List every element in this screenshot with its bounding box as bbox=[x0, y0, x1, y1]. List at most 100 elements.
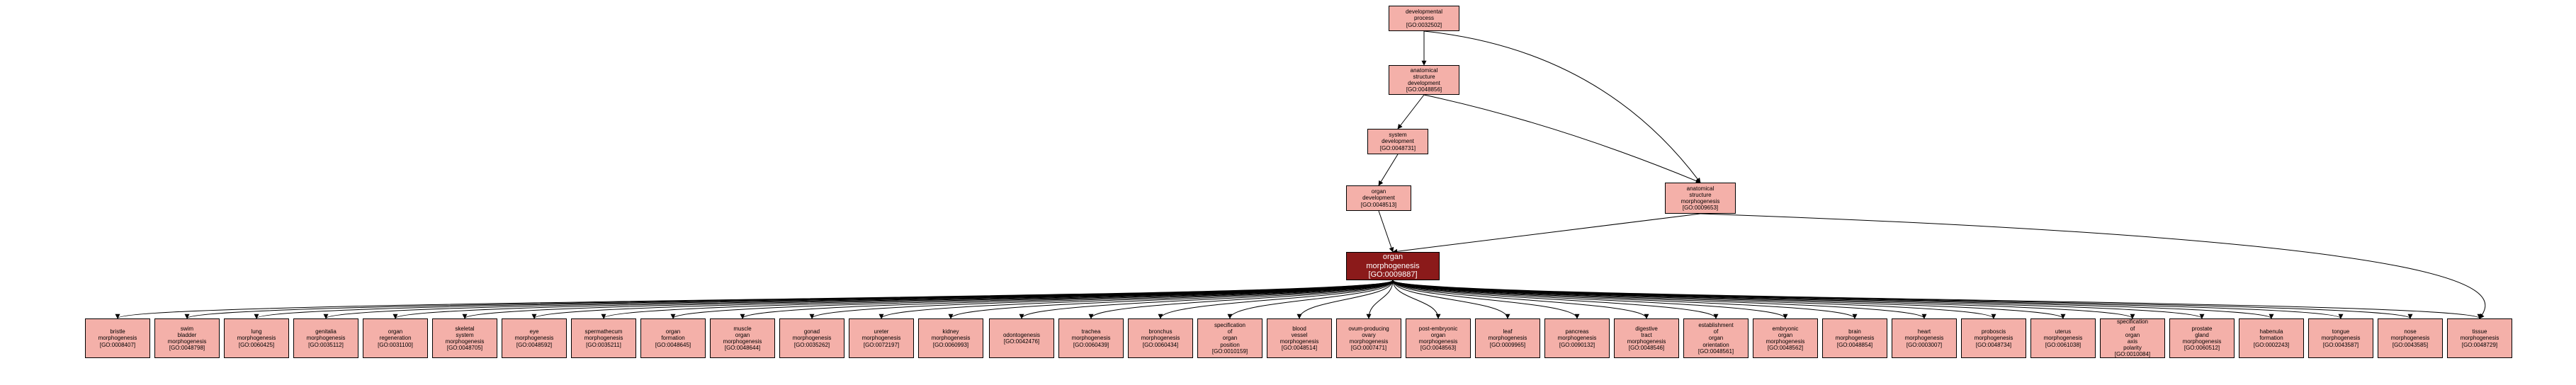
graph-node-n_asm[interactable]: anatomical structure morphogenesis[GO:00… bbox=[1665, 183, 1736, 214]
node-go-id: [GO:0048513] bbox=[1361, 202, 1396, 208]
graph-node-c21[interactable]: pancreas morphogenesis[GO:0090132] bbox=[1544, 318, 1610, 358]
graph-node-c23[interactable]: establishment of organ orientation[GO:00… bbox=[1683, 318, 1749, 358]
node-go-id: [GO:0032502] bbox=[1406, 22, 1442, 28]
node-label: bronchus morphogenesis bbox=[1141, 328, 1180, 341]
node-label: system development bbox=[1382, 132, 1414, 144]
graph-node-c34[interactable]: tissue morphogenesis[GO:0048729] bbox=[2447, 318, 2512, 358]
node-go-id: [GO:0048592] bbox=[516, 342, 552, 348]
graph-node-c17[interactable]: blood vessel morphogenesis[GO:0048514] bbox=[1267, 318, 1332, 358]
node-go-id: [GO:0010084] bbox=[2115, 351, 2150, 357]
node-label: tongue morphogenesis bbox=[2322, 328, 2361, 341]
graph-node-c30[interactable]: prostate gland morphogenesis[GO:0060512] bbox=[2169, 318, 2235, 358]
graph-node-c19[interactable]: post-embryonic organ morphogenesis[GO:00… bbox=[1406, 318, 1471, 358]
node-label: digestive tract morphogenesis bbox=[1627, 326, 1666, 345]
graph-node-c26[interactable]: heart morphogenesis[GO:0003007] bbox=[1892, 318, 1957, 358]
node-label: eye morphogenesis bbox=[515, 328, 554, 341]
node-go-id: [GO:0043585] bbox=[2393, 342, 2428, 348]
graph-node-c28[interactable]: uterus morphogenesis[GO:0061038] bbox=[2030, 318, 2096, 358]
node-go-id: [GO:0048563] bbox=[1420, 345, 1456, 351]
graph-node-c29[interactable]: specification of organ axis polarity[GO:… bbox=[2100, 318, 2165, 358]
node-go-id: [GO:0048856] bbox=[1406, 86, 1442, 93]
graph-node-c25[interactable]: brain morphogenesis[GO:0048854] bbox=[1822, 318, 1887, 358]
node-label: bristle morphogenesis bbox=[98, 328, 137, 341]
graph-node-c2[interactable]: lung morphogenesis[GO:0060425] bbox=[224, 318, 289, 358]
graph-node-n_om[interactable]: organ morphogenesis[GO:0009887] bbox=[1346, 252, 1440, 280]
node-go-id: [GO:0043587] bbox=[2323, 342, 2358, 348]
node-go-id: [GO:0048561] bbox=[1698, 348, 1734, 355]
node-go-id: [GO:0035262] bbox=[794, 342, 830, 348]
graph-node-c32[interactable]: tongue morphogenesis[GO:0043587] bbox=[2308, 318, 2373, 358]
node-go-id: [GO:0002243] bbox=[2254, 342, 2289, 348]
graph-node-c0[interactable]: bristle morphogenesis[GO:0008407] bbox=[85, 318, 150, 358]
graph-node-c22[interactable]: digestive tract morphogenesis[GO:0048546… bbox=[1614, 318, 1679, 358]
node-go-id: [GO:0010159] bbox=[1212, 348, 1248, 355]
node-label: tissue morphogenesis bbox=[2461, 328, 2499, 341]
node-go-id: [GO:0060425] bbox=[239, 342, 274, 348]
node-go-id: [GO:0048644] bbox=[725, 345, 760, 351]
node-label: trachea morphogenesis bbox=[1072, 328, 1111, 341]
node-label: prostate gland morphogenesis bbox=[2183, 326, 2222, 345]
graph-node-c16[interactable]: specification of organ position[GO:00101… bbox=[1197, 318, 1262, 358]
graph-node-c9[interactable]: muscle organ morphogenesis[GO:0048644] bbox=[710, 318, 775, 358]
node-label: organ morphogenesis bbox=[1366, 253, 1419, 270]
graph-node-c27[interactable]: proboscis morphogenesis[GO:0048734] bbox=[1961, 318, 2026, 358]
graph-node-c10[interactable]: gonad morphogenesis[GO:0035262] bbox=[779, 318, 844, 358]
graph-node-c6[interactable]: eye morphogenesis[GO:0048592] bbox=[502, 318, 567, 358]
node-label: pancreas morphogenesis bbox=[1558, 328, 1597, 341]
graph-node-c33[interactable]: nose morphogenesis[GO:0043585] bbox=[2378, 318, 2443, 358]
node-go-id: [GO:0048562] bbox=[1768, 345, 1803, 351]
node-go-id: [GO:0090132] bbox=[1559, 342, 1595, 348]
node-label: proboscis morphogenesis bbox=[1975, 328, 2013, 341]
node-go-id: [GO:0008407] bbox=[100, 342, 135, 348]
node-label: ovum-producing ovary morphogenesis bbox=[1348, 326, 1389, 345]
node-label: blood vessel morphogenesis bbox=[1280, 326, 1319, 345]
node-label: heart morphogenesis bbox=[1905, 328, 1944, 341]
graph-node-c8[interactable]: organ formation[GO:0048645] bbox=[640, 318, 706, 358]
graph-node-c1[interactable]: swim bladder morphogenesis[GO:0048798] bbox=[154, 318, 220, 358]
node-go-id: [GO:0048731] bbox=[1380, 145, 1416, 151]
node-go-id: [GO:0009887] bbox=[1368, 270, 1417, 280]
graph-node-c13[interactable]: odontogenesis[GO:0042476] bbox=[989, 318, 1054, 358]
graph-node-c18[interactable]: ovum-producing ovary morphogenesis[GO:00… bbox=[1336, 318, 1401, 358]
node-go-id: [GO:0048546] bbox=[1629, 345, 1664, 351]
node-go-id: [GO:0072197] bbox=[864, 342, 899, 348]
node-go-id: [GO:0042476] bbox=[1004, 338, 1039, 345]
node-label: anatomical structure development bbox=[1408, 67, 1440, 87]
node-label: brain morphogenesis bbox=[1836, 328, 1875, 341]
node-go-id: [GO:0048645] bbox=[655, 342, 691, 348]
node-go-id: [GO:0035211] bbox=[586, 342, 621, 348]
node-go-id: [GO:0009653] bbox=[1683, 205, 1718, 211]
graph-node-c24[interactable]: embryonic organ morphogenesis[GO:0048562… bbox=[1753, 318, 1818, 358]
graph-node-c12[interactable]: kidney morphogenesis[GO:0060993] bbox=[918, 318, 983, 358]
node-label: leaf morphogenesis bbox=[1488, 328, 1527, 341]
node-label: spermathecum morphogenesis bbox=[584, 328, 623, 341]
node-go-id: [GO:0061038] bbox=[2045, 342, 2081, 348]
node-go-id: [GO:0048729] bbox=[2462, 342, 2497, 348]
graph-node-c5[interactable]: skeletal system morphogenesis[GO:0048705… bbox=[432, 318, 497, 358]
node-label: establishment of organ orientation bbox=[1698, 322, 1733, 348]
graph-node-c7[interactable]: spermathecum morphogenesis[GO:0035211] bbox=[571, 318, 636, 358]
node-label: organ development bbox=[1362, 188, 1395, 201]
node-label: embryonic organ morphogenesis bbox=[1766, 326, 1805, 345]
node-go-id: [GO:0048798] bbox=[169, 345, 205, 351]
node-go-id: [GO:0031100] bbox=[378, 342, 413, 348]
graph-node-n_sys[interactable]: system development[GO:0048731] bbox=[1367, 129, 1428, 154]
graph-node-c15[interactable]: bronchus morphogenesis[GO:0060434] bbox=[1128, 318, 1193, 358]
node-go-id: [GO:0060434] bbox=[1143, 342, 1178, 348]
node-label: lung morphogenesis bbox=[237, 328, 276, 341]
graph-node-n_od[interactable]: organ development[GO:0048513] bbox=[1346, 185, 1411, 211]
graph-node-c20[interactable]: leaf morphogenesis[GO:0009965] bbox=[1475, 318, 1540, 358]
graph-node-c11[interactable]: ureter morphogenesis[GO:0072197] bbox=[849, 318, 914, 358]
graph-node-c31[interactable]: habenula formation[GO:0002243] bbox=[2239, 318, 2304, 358]
graph-node-c14[interactable]: trachea morphogenesis[GO:0060439] bbox=[1058, 318, 1124, 358]
graph-node-c4[interactable]: organ regeneration[GO:0031100] bbox=[363, 318, 428, 358]
graph-node-n_asd[interactable]: anatomical structure development[GO:0048… bbox=[1389, 65, 1459, 95]
node-go-id: [GO:0007471] bbox=[1351, 345, 1386, 351]
node-label: organ regeneration bbox=[380, 328, 412, 341]
node-label: nose morphogenesis bbox=[2391, 328, 2430, 341]
node-label: odontogenesis bbox=[1003, 332, 1040, 338]
node-go-id: [GO:0060993] bbox=[933, 342, 968, 348]
node-go-id: [GO:0003007] bbox=[1906, 342, 1942, 348]
graph-node-c3[interactable]: genitalia morphogenesis[GO:0035112] bbox=[293, 318, 358, 358]
graph-node-n_dev[interactable]: developmental process[GO:0032502] bbox=[1389, 6, 1459, 31]
